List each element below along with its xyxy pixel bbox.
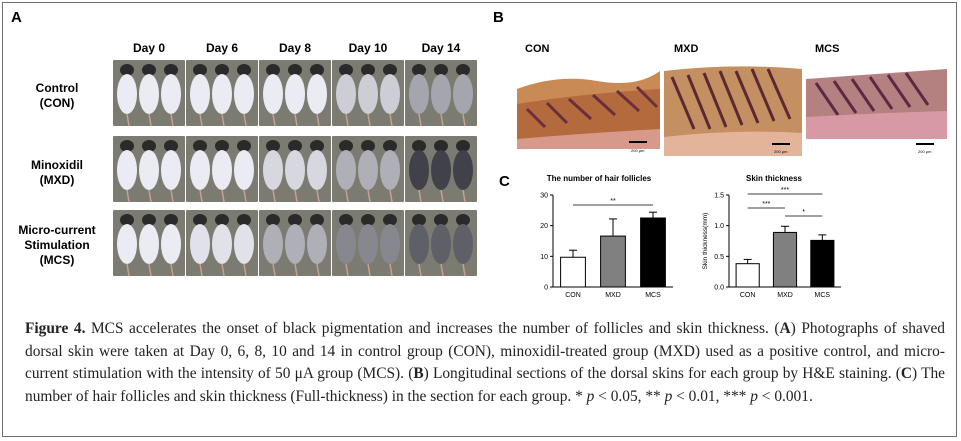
- group-label-line: Micro-current: [18, 223, 96, 237]
- caption-a-text: Photographs of shaved dorsal skin were t…: [25, 320, 945, 382]
- group-label-line: (CON): [39, 96, 75, 110]
- chart-title-follicles: The number of hair follicles: [546, 174, 652, 183]
- x-tick-label: MXD: [605, 292, 621, 299]
- y-tick-label: 10: [540, 254, 548, 261]
- skin-thickness-chart: 0.0 0.5 1.0 1.5 Skin thickness(mm) CON MXD MCS *…: [702, 187, 841, 299]
- histology-image-mcs: 200 μm: [806, 59, 947, 156]
- y-tick-label: 1.5: [714, 193, 724, 200]
- y-tick-label: 0.5: [714, 254, 724, 261]
- histology-image-mxd: 200 μm: [664, 59, 802, 156]
- mouse-photo: [186, 210, 258, 276]
- group-label-mcs: Micro-current Stimulation (MCS): [9, 223, 105, 268]
- x-tick-label: MCS: [815, 292, 831, 299]
- panel-a-letter: A: [11, 9, 22, 26]
- x-tick-label: CON: [565, 292, 581, 299]
- significance-mark: **: [610, 198, 616, 205]
- y-tick-label: 20: [540, 223, 548, 230]
- y-axis-label: Skin thickness(mm): [702, 213, 709, 270]
- mouse-photo: [405, 60, 477, 126]
- group-label-line: (MXD): [39, 173, 75, 187]
- caption-threshold: < 0.01, ***: [672, 387, 751, 405]
- chart-title-thickness: Skin thickness: [745, 174, 803, 183]
- bar: [772, 231, 798, 288]
- day-label-14: Day 14: [421, 41, 461, 55]
- caption-a-label: A: [779, 320, 791, 337]
- significance-mark: *: [802, 209, 805, 216]
- mouse-photo: [186, 60, 258, 126]
- day-label-8: Day 8: [278, 41, 312, 55]
- significance-mark: ***: [762, 201, 770, 208]
- bar: [600, 235, 626, 288]
- day-label-10: Day 10: [348, 41, 388, 55]
- p-symbol: p: [664, 387, 673, 405]
- scale-bar-label: 200 μm: [774, 149, 788, 154]
- mouse-photo: [113, 60, 185, 126]
- figure-label: Figure 4.: [25, 320, 86, 337]
- p-symbol: p: [586, 387, 595, 405]
- caption-threshold: < 0.001.: [757, 387, 813, 405]
- mouse-photo: [186, 136, 258, 202]
- mouse-photo: [405, 136, 477, 202]
- group-label-line: Control: [35, 81, 79, 95]
- histology-label-con: CON: [525, 43, 550, 55]
- y-tick-label: 0.0: [714, 285, 724, 292]
- day-label-6: Day 6: [205, 41, 239, 55]
- y-tick-label: 0: [544, 285, 548, 292]
- mouse-photo: [113, 136, 185, 202]
- day-label-0: Day 0: [132, 41, 166, 55]
- mouse-photo: [405, 210, 477, 276]
- figure-caption: Figure 4. MCS accelerates the onset of b…: [25, 320, 945, 405]
- mouse-photo: [259, 210, 331, 276]
- caption-threshold: < 0.05, **: [594, 387, 665, 405]
- caption-title: MCS accelerates the onset of black pigme…: [85, 320, 775, 337]
- mouse-photo: [332, 136, 404, 202]
- p-symbol: p: [750, 387, 758, 405]
- x-tick-label: CON: [740, 292, 756, 299]
- bar: [735, 263, 760, 288]
- caption-b-text: Longitudinal sections of the dorsal skin…: [428, 365, 896, 382]
- mouse-photo: [259, 136, 331, 202]
- bar: [560, 256, 586, 288]
- significance-mark: ***: [781, 187, 789, 194]
- caption-c-label: C: [900, 365, 913, 382]
- caption-b-label: B: [413, 365, 424, 382]
- mouse-photo: [332, 60, 404, 126]
- scale-bar-label: 200 μm: [631, 148, 645, 153]
- group-label-line: Stimulation: [24, 238, 90, 252]
- mouse-photo: [332, 210, 404, 276]
- bar: [640, 217, 666, 288]
- caption-c-text: The number of hair follicles and skin th…: [25, 365, 945, 405]
- bar: [810, 239, 835, 288]
- mouse-photo: [113, 210, 185, 276]
- group-label-line: (MCS): [39, 253, 75, 267]
- histology-label-mxd: MXD: [674, 43, 699, 55]
- follicle-count-chart: 0 10 20 30 CON MXD MCS **: [540, 193, 673, 299]
- y-tick-label: 1.0: [714, 223, 724, 230]
- mouse-photo: [259, 60, 331, 126]
- group-label-line: Minoxidil: [31, 158, 83, 172]
- scale-bar-label: 200 μm: [918, 149, 932, 154]
- panel-b-letter: B: [493, 9, 504, 26]
- group-label-mxd: Minoxidil (MXD): [9, 158, 105, 188]
- x-tick-label: MXD: [777, 292, 793, 299]
- group-label-con: Control (CON): [9, 81, 105, 111]
- histology-image-con: 200 μm: [517, 59, 660, 156]
- y-tick-label: 30: [540, 193, 548, 200]
- panel-c-letter: C: [499, 173, 510, 190]
- x-tick-label: MCS: [645, 292, 661, 299]
- histology-label-mcs: MCS: [815, 43, 840, 55]
